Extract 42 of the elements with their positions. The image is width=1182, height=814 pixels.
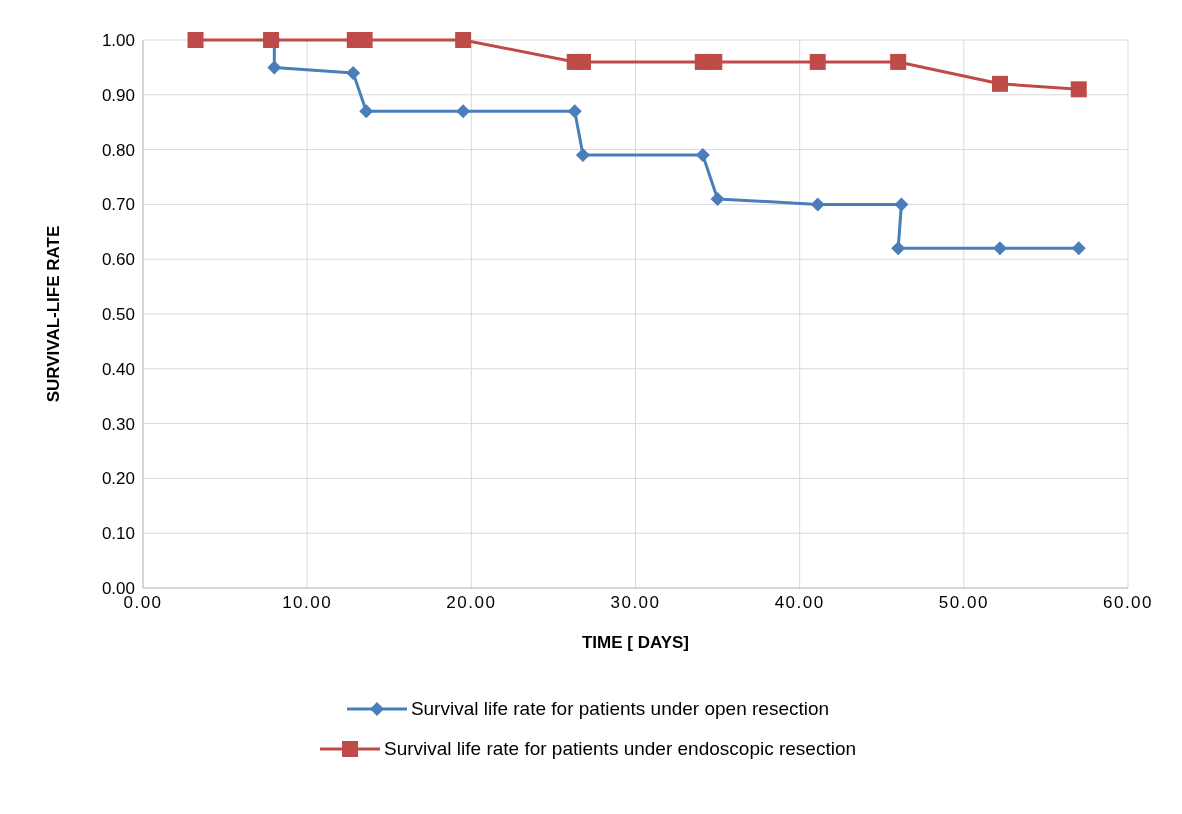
- point: [1070, 81, 1087, 98]
- y-tick-label: 1.00: [101, 31, 135, 51]
- y-tick-label: 0.60: [101, 250, 135, 270]
- x-tick-label: 40.00: [774, 593, 825, 613]
- legend-label: Survival life rate for patients under endoscopic resection: [383, 738, 857, 760]
- point: [992, 241, 1007, 256]
- point: [455, 32, 472, 48]
- legend-label: Survival life rate for patients under open resection: [410, 698, 830, 720]
- point: [263, 32, 280, 48]
- y-tick-label: 0.90: [101, 85, 135, 105]
- x-tick-label: 10.00: [282, 593, 333, 613]
- x-axis-title: TIME [ DAYS]: [581, 633, 690, 652]
- y-tick-label: 0.80: [101, 140, 135, 160]
- point: [894, 197, 909, 212]
- y-axis-title: SURVIVAL-LIFE RATE: [44, 225, 64, 403]
- x-tick-label: 60.00: [1102, 593, 1154, 613]
- point: [890, 53, 907, 70]
- point: [574, 53, 591, 70]
- point: [187, 32, 204, 48]
- point: [695, 148, 710, 163]
- point: [359, 104, 374, 119]
- y-tick-label: 0.40: [101, 359, 135, 379]
- point: [567, 104, 582, 119]
- x-tick-label: 50.00: [938, 593, 989, 613]
- point: [810, 197, 825, 212]
- x-tick-label: 30.00: [610, 593, 661, 613]
- point: [267, 60, 282, 75]
- point: [710, 191, 725, 206]
- y-tick-label: 0.30: [101, 414, 135, 434]
- y-tick-label: 0.20: [101, 469, 135, 489]
- point: [809, 53, 826, 70]
- point: [346, 65, 361, 80]
- y-tick-label: 0.70: [101, 195, 135, 215]
- y-tick-label: 0.50: [101, 305, 135, 325]
- point: [575, 148, 590, 163]
- y-tick-label: 0.10: [101, 524, 135, 544]
- point: [456, 104, 471, 119]
- point: [706, 53, 723, 70]
- point: [991, 75, 1008, 92]
- point: [891, 241, 906, 256]
- point: [1071, 241, 1086, 256]
- x-tick-label: 20.00: [446, 593, 497, 613]
